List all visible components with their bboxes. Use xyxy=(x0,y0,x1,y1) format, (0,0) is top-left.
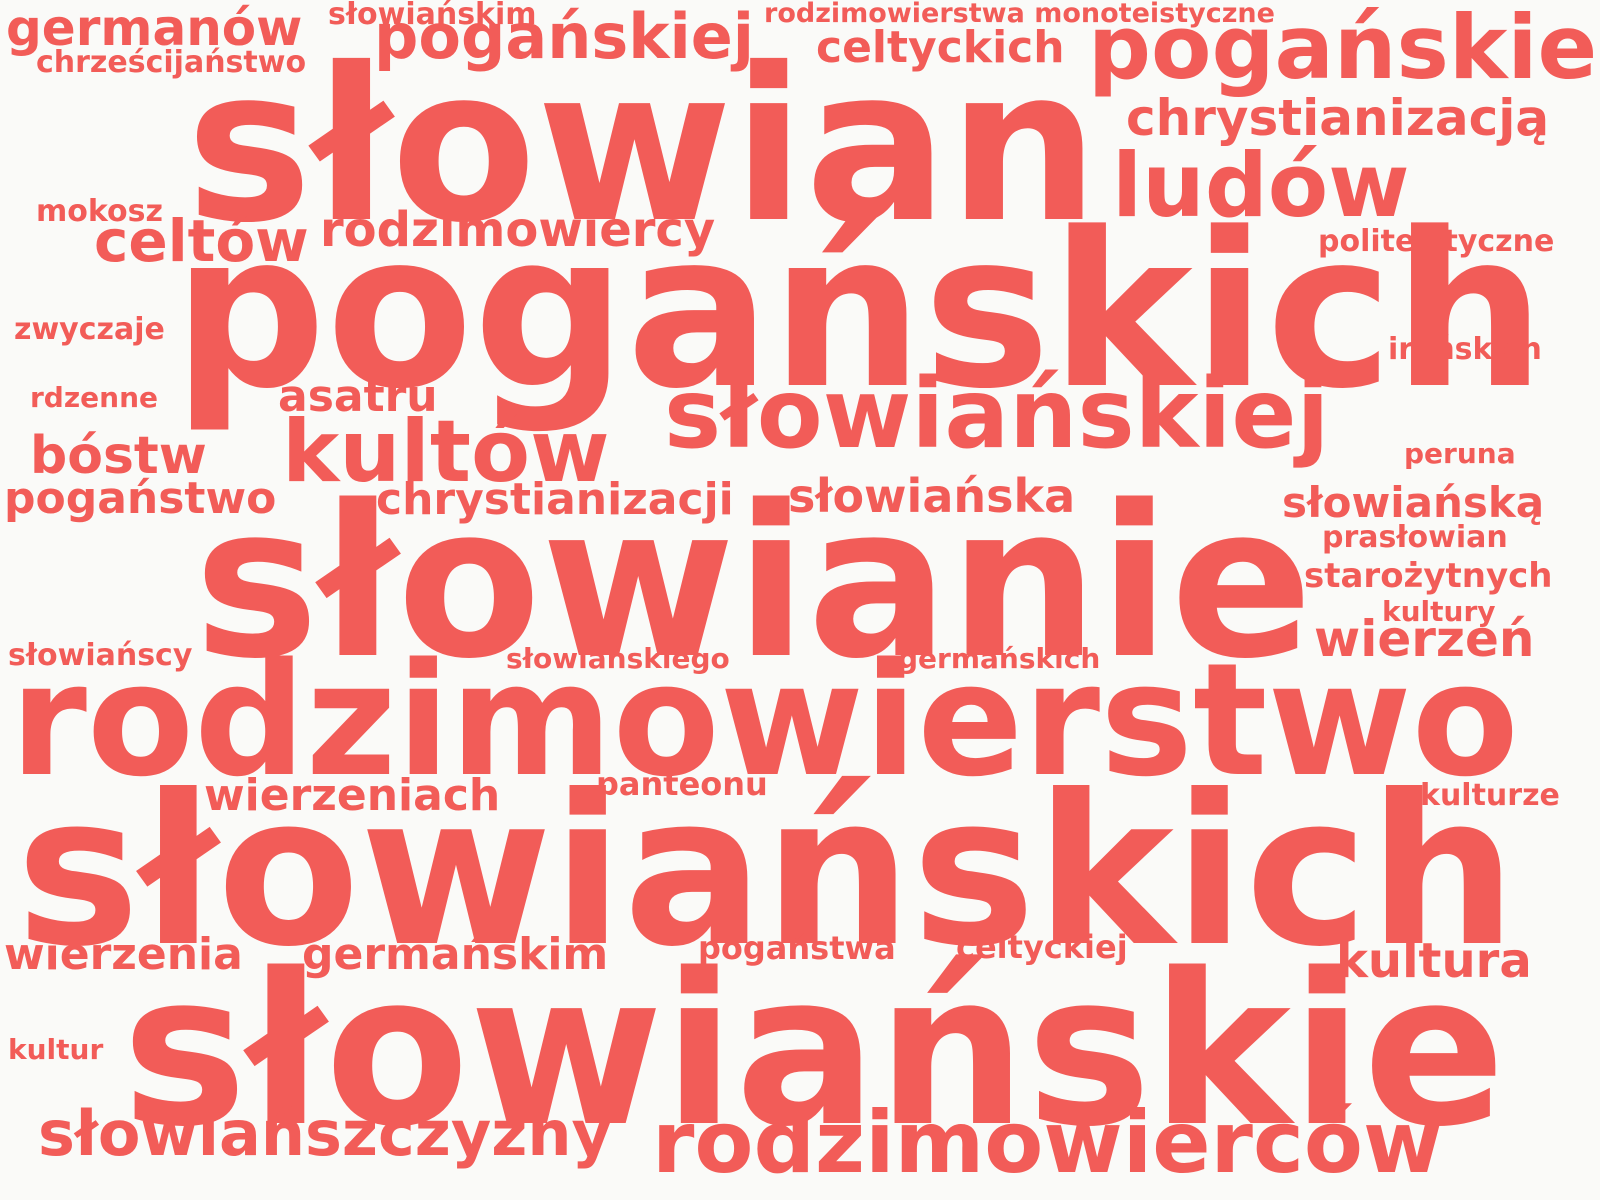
word-poganskiej: pogańskiej xyxy=(374,0,755,73)
word-rodzimowiercy: rodzimowiercy xyxy=(320,202,716,258)
word-slowianszczyzny: słowiańszczyzny xyxy=(38,1097,612,1170)
word-poganstwo: pogaństwo xyxy=(4,473,277,524)
word-bostw: bóstw xyxy=(30,426,207,486)
word-kultura: kultura xyxy=(1336,933,1532,989)
word-slowianscy: słowiańscy xyxy=(8,638,193,673)
word-ludow: ludów xyxy=(1112,134,1410,237)
word-slowianska: słowiańska xyxy=(788,469,1076,523)
word-wierzen: wierzeń xyxy=(1314,610,1535,668)
word-rodzimowierstwa-monoteistyczne: rodzimowierstwa monoteistyczne xyxy=(764,0,1275,29)
word-chrzescijanstwo: chrześcijaństwo xyxy=(36,45,307,80)
word-politeistyczne: politeistyczne xyxy=(1318,224,1555,259)
word-poganstwa: pogaństwa xyxy=(698,929,896,967)
word-slowian: słowian xyxy=(186,22,1100,269)
word-praslowian: prasłowian xyxy=(1322,520,1508,555)
word-slowianska2: słowiańską xyxy=(1282,478,1545,527)
word-zwyczaje: zwyczaje xyxy=(14,312,165,347)
word-asatru: asatru xyxy=(278,371,438,422)
word-wierzeniach: wierzeniach xyxy=(204,770,501,821)
word-kultury: kultury xyxy=(1382,595,1496,628)
word-slowianie: słowianie xyxy=(194,460,1313,705)
word-rodzimowiercow: rodzimowierców xyxy=(652,1093,1443,1193)
word-chrystianizacji: chrystianizacji xyxy=(376,474,734,525)
word-wierzenia: wierzenia xyxy=(4,929,243,980)
word-kultur: kultur xyxy=(8,1033,104,1066)
word-mokosz: mokosz xyxy=(36,194,163,229)
word-germanow: germanów xyxy=(6,0,303,57)
word-celtyckiej: celtyckiej xyxy=(956,928,1128,966)
word-slowianskie: słowiańskie xyxy=(122,928,1506,1173)
word-celtyckich: celtyckich xyxy=(816,22,1065,73)
word-panteonu: panteonu xyxy=(596,765,768,803)
word-poganskich: pogańskich xyxy=(173,187,1546,436)
word-peruna: peruna xyxy=(1404,437,1516,470)
word-chrystianizacja: chrystianizacją xyxy=(1126,89,1550,147)
word-iranskich: irańskich xyxy=(1388,332,1542,367)
word-slowianskim: słowiańskim xyxy=(328,0,537,32)
word-rdzenne: rdzenne xyxy=(30,381,158,414)
word-celtow: celtów xyxy=(94,207,309,275)
word-kulturze: kulturze xyxy=(1420,778,1560,813)
word-slowianskiej: słowiańskiej xyxy=(664,358,1330,470)
word-kultow: kultów xyxy=(282,402,610,502)
word-germanskim: germańskim xyxy=(302,929,609,980)
word-rodzimowierstwo: rodzimowierstwo xyxy=(10,629,1519,811)
word-germanskich: germańskich xyxy=(898,642,1101,675)
word-slowianskiego: słowiańskiego xyxy=(506,642,730,675)
word-slowianskich: słowiańskich xyxy=(16,751,1517,993)
word-starozytnych: starożytnych xyxy=(1304,556,1553,596)
word-poganskie: pogańskie xyxy=(1088,0,1598,99)
